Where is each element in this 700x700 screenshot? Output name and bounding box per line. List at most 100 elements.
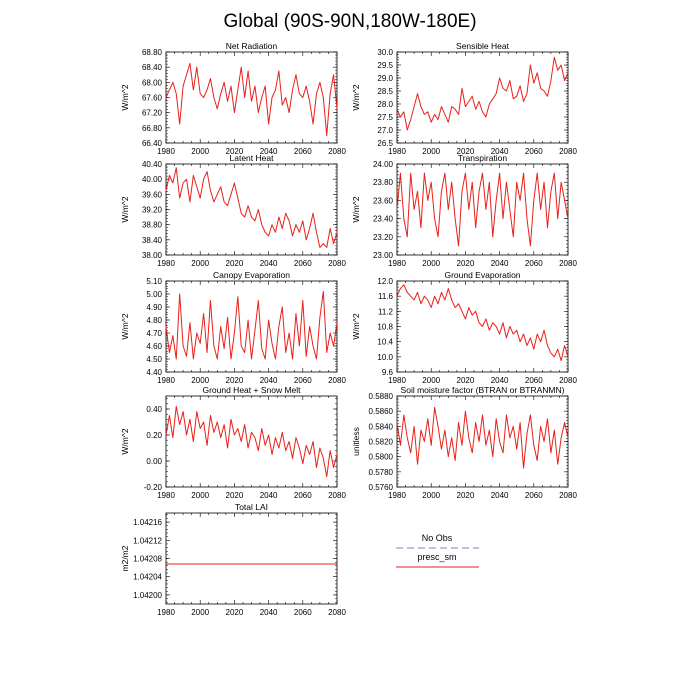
x-tick-label: 2000	[422, 259, 440, 268]
y-tick-label: 39.20	[142, 206, 163, 215]
y-tick-label: 0.00	[146, 457, 162, 466]
y-tick-label: 4.90	[146, 303, 162, 312]
y-tick-label: -0.20	[144, 483, 163, 492]
x-tick-label: 2040	[491, 491, 509, 500]
x-tick-label: 2080	[328, 376, 346, 385]
x-tick-label: 2020	[457, 376, 475, 385]
y-tick-label: 0.5860	[369, 407, 394, 416]
panel-title: Total LAI	[235, 502, 268, 512]
y-axis-label: W/m^2	[351, 84, 361, 110]
panel-canopy-evaporation: Canopy Evaporation W/m^2 1980 2000 2020 2040 2…	[120, 270, 346, 385]
series-line-presc-sm	[165, 167, 338, 248]
y-tick-label: 0.5840	[369, 422, 394, 431]
panel-latent-heat: Latent Heat W/m^2 1980 2000 2020 2040 2060 2080…	[120, 153, 346, 268]
y-tick-label: 10.4	[377, 338, 393, 347]
panel-title: Ground Heat + Snow Melt	[202, 385, 301, 395]
y-tick-label: 4.80	[146, 316, 162, 325]
y-axis-label: W/m^2	[351, 313, 361, 339]
legend-label-no-obs: No Obs	[422, 533, 453, 543]
y-tick-label: 0.20	[146, 431, 162, 440]
x-tick-label: 2040	[491, 376, 509, 385]
y-tick-label: 1.04204	[133, 573, 162, 582]
y-tick-label: 12.0	[377, 277, 393, 286]
x-tick-label: 2040	[491, 147, 509, 156]
y-tick-label: 0.5820	[369, 438, 394, 447]
y-tick-label: 0.40	[146, 405, 162, 414]
panel-sensible-heat: Sensible Heat W/m^2 1980 2000 2020 2040 2060 20…	[351, 41, 577, 156]
y-tick-label: 39.60	[142, 190, 163, 199]
series-line-presc-sm	[396, 172, 569, 247]
y-tick-label: 67.20	[142, 109, 163, 118]
x-tick-label: 1980	[157, 491, 175, 500]
y-tick-label: 40.00	[142, 175, 163, 184]
y-tick-label: 4.40	[146, 368, 162, 377]
x-tick-label: 2020	[457, 259, 475, 268]
panel-title: Latent Heat	[230, 153, 275, 163]
y-tick-label: 1.04200	[133, 591, 162, 600]
y-axis-label: W/m^2	[120, 196, 130, 222]
y-tick-label: 40.40	[142, 160, 163, 169]
x-tick-label: 2060	[294, 608, 312, 617]
y-tick-label: 1.04216	[133, 518, 162, 527]
x-tick-label: 2020	[226, 259, 244, 268]
x-tick-label: 2060	[525, 147, 543, 156]
x-tick-label: 2000	[191, 259, 209, 268]
panel-ground-heat-snow-melt: Ground Heat + Snow Melt W/m^2 1980 2000 2020…	[120, 385, 346, 500]
panel-total-lai: Total LAI m2/m2 1980 2000 2020 2040 2060 2080 1.…	[120, 502, 346, 617]
y-tick-label: 0.5780	[369, 468, 394, 477]
x-tick-label: 2040	[491, 259, 509, 268]
x-tick-label: 2000	[422, 376, 440, 385]
x-tick-label: 2080	[328, 608, 346, 617]
y-tick-label: 23.20	[373, 233, 394, 242]
y-tick-label: 24.00	[373, 160, 394, 169]
y-tick-label: 23.00	[373, 251, 394, 260]
y-tick-label: 68.00	[142, 78, 163, 87]
x-tick-label: 1980	[157, 259, 175, 268]
x-tick-label: 2080	[559, 147, 577, 156]
y-tick-label: 0.5760	[369, 483, 394, 492]
y-axis-label: m2/m2	[120, 545, 130, 571]
y-tick-label: 30.0	[377, 48, 393, 57]
x-tick-label: 2080	[328, 147, 346, 156]
y-tick-label: 5.00	[146, 290, 162, 299]
x-tick-label: 2020	[457, 491, 475, 500]
x-tick-label: 2040	[260, 608, 278, 617]
series-line-presc-sm	[396, 56, 569, 131]
x-tick-label: 2080	[328, 491, 346, 500]
y-tick-label: 0.5800	[369, 453, 394, 462]
panel-net-radiation: Net Radiation W/m^2 1980 2000 2020 2040 2060 20…	[120, 41, 346, 156]
y-tick-label: 23.60	[373, 196, 394, 205]
x-tick-label: 2060	[294, 259, 312, 268]
x-tick-label: 2000	[191, 608, 209, 617]
x-tick-label: 2020	[226, 376, 244, 385]
y-tick-label: 27.0	[377, 126, 393, 135]
y-tick-label: 29.0	[377, 74, 393, 83]
x-tick-label: 1980	[388, 259, 406, 268]
y-axis-label: W/m^2	[120, 313, 130, 339]
panel-title: Net Radiation	[226, 41, 278, 51]
y-tick-label: 23.80	[373, 178, 394, 187]
series-line-presc-sm	[165, 290, 338, 360]
panel-soil-moisture-factor-btran-or-btranmn: Soil moisture factor (BTRAN or BTRANMN) u…	[351, 385, 577, 500]
x-tick-label: 2040	[260, 259, 278, 268]
x-tick-label: 2060	[525, 376, 543, 385]
y-tick-label: 28.5	[377, 87, 393, 96]
y-tick-label: 9.6	[382, 368, 394, 377]
panel-transpiration: Transpiration W/m^2 1980 2000 2020 2040 2060 20…	[351, 153, 577, 268]
y-tick-label: 28.0	[377, 100, 393, 109]
y-tick-label: 38.80	[142, 221, 163, 230]
x-tick-label: 2020	[457, 147, 475, 156]
y-tick-label: 10.8	[377, 323, 393, 332]
panel-title: Soil moisture factor (BTRAN or BTRANMN)	[401, 385, 565, 395]
legend: No Obs presc_sm	[396, 533, 479, 568]
legend-label-presc-sm: presc_sm	[417, 552, 456, 562]
x-tick-label: 2020	[226, 608, 244, 617]
y-tick-label: 11.6	[378, 292, 394, 301]
x-tick-label: 2040	[260, 491, 278, 500]
x-tick-label: 1980	[388, 147, 406, 156]
x-tick-label: 1980	[157, 608, 175, 617]
panel-title: Sensible Heat	[456, 41, 510, 51]
y-tick-label: 26.5	[377, 139, 393, 148]
x-tick-label: 2020	[226, 147, 244, 156]
